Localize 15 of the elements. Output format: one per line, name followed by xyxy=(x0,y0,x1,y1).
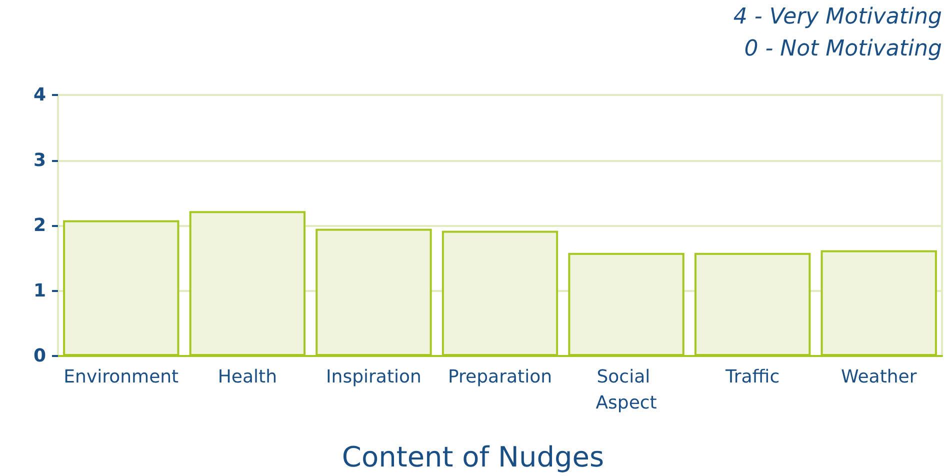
y-tick-label: 3 xyxy=(33,150,46,171)
x-tick-label: Weather xyxy=(840,366,918,388)
x-tick-label: Traffic xyxy=(724,366,780,388)
x-tick-label: Social Aspect xyxy=(596,366,657,414)
x-tick-label: Environment xyxy=(64,366,179,388)
y-tick-label: 1 xyxy=(33,280,46,302)
x-tick-label: Preparation xyxy=(448,366,552,388)
y-tick-label: 0 xyxy=(33,346,46,366)
x-tick-label: Inspiration xyxy=(326,366,422,388)
text: 0 - Not Motivating xyxy=(744,36,942,62)
y-tick-label: 4 xyxy=(33,84,46,106)
text: 4 - Very Motivating xyxy=(733,4,942,30)
x-axis-title: Content of Nudges xyxy=(342,440,604,474)
x-tick-label: Health xyxy=(218,366,277,388)
y-tick-label: 2 xyxy=(33,215,46,236)
